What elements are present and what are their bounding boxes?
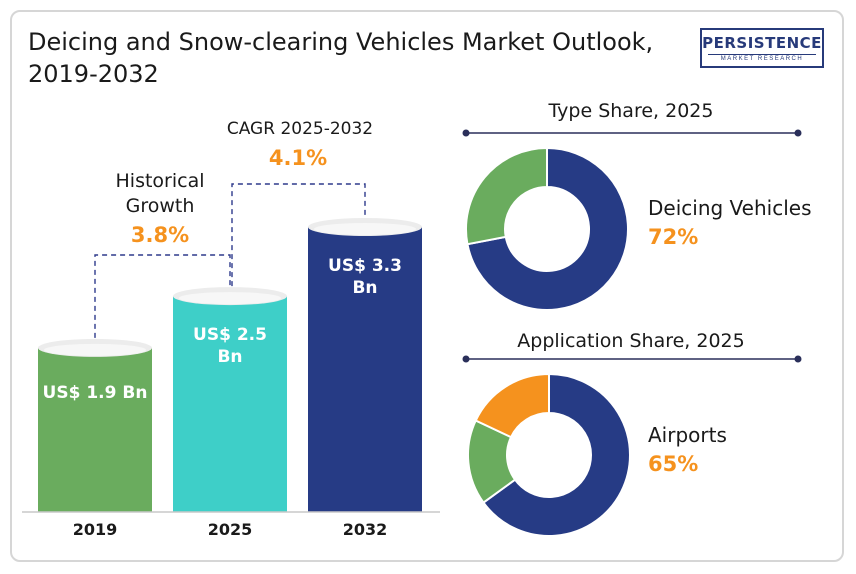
historical-growth-value: 3.8%	[131, 223, 189, 247]
bar-value-label: Bn	[217, 347, 242, 367]
type-share-slice-deicing-vehicles	[466, 146, 629, 311]
application-share-rule-dot	[794, 355, 802, 363]
bar-2032	[308, 227, 422, 512]
type-share-title: Type Share, 2025	[548, 100, 714, 122]
bar-value-label: US$ 2.5	[193, 325, 267, 345]
bar-value-label: Bn	[352, 278, 377, 298]
x-tick-label: 2032	[343, 520, 388, 539]
bar-top-inner-2025	[179, 292, 281, 305]
bar-top-inner-2032	[314, 223, 416, 235]
historical-growth-label: Growth	[126, 195, 195, 217]
cagr-label: CAGR 2025-2032	[227, 119, 373, 139]
bar-2019	[38, 347, 152, 512]
application-share-slice-segment-3	[474, 372, 550, 439]
type-share-highlight-value: 72%	[648, 225, 698, 249]
type-share-slice-segment-2	[465, 146, 548, 246]
page-title: Deicing and Snow-clearing Vehicles Marke…	[28, 28, 654, 88]
bar-2025	[173, 296, 287, 512]
type-share-rule-dot	[462, 129, 470, 137]
logo-name: PERSISTENCE	[702, 34, 822, 52]
application-share-rule-dot	[462, 355, 470, 363]
bar-value-label: US$ 3.3	[328, 256, 402, 276]
type-share-rule-dot	[794, 129, 802, 137]
cagr-value: 4.1%	[269, 146, 327, 170]
type-share-highlight-label: Deicing Vehicles	[648, 196, 812, 220]
brand-logo: PERSISTENCE MARKET RESEARCH	[700, 28, 824, 68]
x-tick-label: 2025	[208, 520, 253, 539]
logo-tagline: MARKET RESEARCH	[708, 54, 816, 63]
historical-growth-label: Historical	[116, 170, 205, 192]
x-tick-label: 2019	[73, 520, 118, 539]
application-share-highlight-label: Airports	[648, 423, 727, 447]
bar-value-label: US$ 1.9 Bn	[43, 383, 148, 403]
bar-top-inner-2019	[44, 343, 146, 356]
application-share-slice-airports	[482, 372, 631, 537]
application-share-highlight-value: 65%	[648, 452, 698, 476]
application-share-title: Application Share, 2025	[517, 330, 744, 352]
